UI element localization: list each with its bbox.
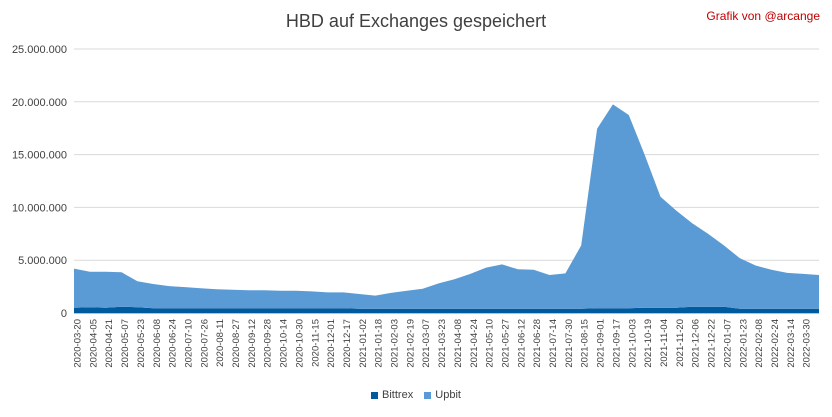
y-tick-label: 25.000.000 — [12, 44, 67, 56]
x-tick-label: 2020-12-17 — [342, 319, 353, 368]
x-tick-layer: 2020-03-20 2020-04-05 2020-04-21 2020-05-07… — [73, 319, 813, 368]
x-tick-label: 2021-07-14 — [548, 319, 559, 368]
x-tick-label: 2021-08-15 — [580, 319, 591, 368]
x-tick-label: 2020-04-05 — [88, 319, 99, 368]
x-tick-label: 2021-12-22 — [707, 319, 718, 368]
x-tick-label: 2021-06-28 — [532, 319, 543, 368]
x-tick-label: 2021-02-03 — [390, 319, 401, 368]
y-tick-layer: 0 5.000.000 10.000.000 15.000.000 20.000.000… — [12, 44, 67, 320]
x-tick-label: 2021-02-19 — [405, 319, 416, 368]
y-tick-label: 5.000.000 — [18, 255, 67, 267]
x-tick-label: 2021-11-04 — [659, 319, 670, 367]
x-tick-label: 2021-04-24 — [469, 319, 480, 368]
y-tick-label: 0 — [61, 308, 67, 320]
x-tick-label: 2021-03-07 — [421, 319, 432, 368]
x-tick-label: 2020-06-08 — [152, 319, 163, 368]
legend-swatch-upbit — [424, 391, 432, 399]
x-tick-label: 2020-03-20 — [73, 319, 84, 368]
x-tick-label: 2021-05-10 — [485, 319, 496, 368]
area-layer — [74, 104, 819, 313]
grid-layer — [74, 48, 819, 261]
y-tick-label: 15.000.000 — [12, 150, 67, 162]
x-tick-label: 2022-01-07 — [722, 319, 733, 368]
x-tick-label: 2021-05-27 — [500, 319, 511, 368]
x-tick-label: 2020-05-23 — [136, 319, 147, 368]
x-tick-label: 2021-10-19 — [643, 319, 654, 368]
x-tick-label: 2020-08-27 — [231, 319, 242, 368]
x-tick-label: 2021-11-20 — [675, 319, 686, 367]
x-tick-label: 2020-09-12 — [247, 319, 258, 368]
x-tick-label: 2020-12-01 — [326, 319, 337, 368]
x-tick-label: 2020-05-07 — [120, 319, 131, 368]
x-tick-label: 2021-07-30 — [564, 319, 575, 368]
x-tick-label: 2021-10-03 — [627, 319, 638, 368]
legend-label-upbit: Upbit — [435, 389, 461, 401]
series-area-upbit — [74, 104, 819, 309]
x-tick-label: 2021-09-17 — [611, 319, 622, 368]
x-tick-label: 2021-03-23 — [437, 319, 448, 368]
x-tick-label: 2021-01-18 — [374, 319, 385, 368]
x-tick-label: 2020-11-15 — [310, 319, 321, 367]
x-tick-label: 2020-10-14 — [279, 319, 290, 368]
x-tick-label: 2021-06-12 — [516, 319, 527, 368]
credit-label: Grafik von @arcange — [706, 9, 820, 23]
x-tick-label: 2020-07-26 — [199, 319, 210, 368]
x-tick-label: 2022-03-14 — [786, 319, 797, 368]
legend-label-bittrex: Bittrex — [382, 389, 414, 401]
chart-title: HBD auf Exchanges gespeichert — [285, 11, 547, 31]
legend-swatch-bittrex — [371, 391, 379, 399]
x-tick-label: 2020-10-30 — [294, 319, 305, 368]
legend: Bittrex Upbit — [0, 389, 832, 402]
x-tick-label: 2022-03-30 — [802, 319, 813, 368]
x-tick-label: 2020-09-28 — [263, 319, 274, 368]
x-tick-label: 2021-12-06 — [691, 319, 702, 368]
x-tick-label: 2022-02-08 — [754, 319, 765, 368]
series-area-bittrex — [74, 306, 819, 313]
legend-item-bittrex: Bittrex — [371, 389, 413, 401]
x-tick-label: 2022-02-24 — [770, 319, 781, 368]
x-tick-label: 2020-06-24 — [168, 319, 179, 368]
legend-item-upbit: Upbit — [424, 389, 461, 401]
x-tick-label: 2020-08-11 — [215, 319, 226, 367]
y-tick-label: 10.000.000 — [12, 202, 67, 214]
x-tick-label: 2021-09-01 — [596, 319, 607, 368]
x-tick-label: 2020-07-10 — [183, 319, 194, 368]
x-tick-label: 2020-04-21 — [104, 319, 115, 368]
x-tick-label: 2021-01-02 — [358, 319, 369, 368]
x-tick-label: 2022-01-23 — [738, 319, 749, 368]
y-tick-label: 20.000.000 — [12, 97, 67, 109]
x-tick-label: 2021-04-08 — [453, 319, 464, 368]
